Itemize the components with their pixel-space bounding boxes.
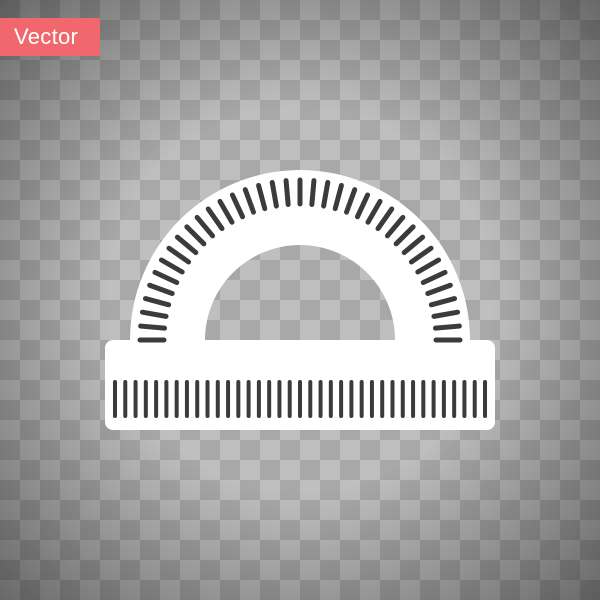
vector-badge: Vector [0,18,100,56]
stage: Vector [0,0,600,600]
protractor-svg [105,160,495,435]
protractor-icon [105,160,495,440]
vector-badge-label: Vector [14,24,78,49]
